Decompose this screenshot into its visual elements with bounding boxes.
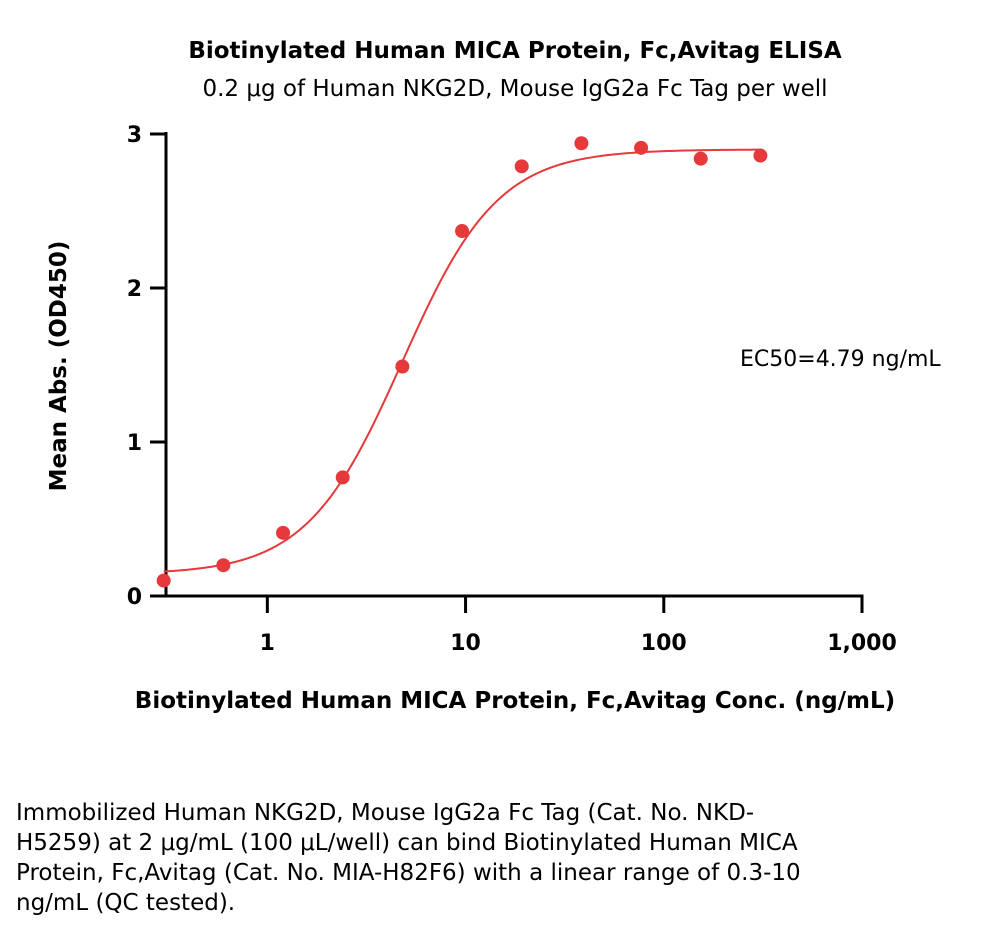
y-tick-label: 2 (127, 277, 142, 302)
chart-title: Biotinylated Human MICA Protein, Fc,Avit… (188, 38, 842, 64)
data-point (693, 151, 708, 166)
data-point (276, 525, 291, 540)
data-point (156, 573, 171, 588)
chart-subtitle: 0.2 μg of Human NKG2D, Mouse IgG2a Fc Ta… (202, 76, 828, 102)
data-point (455, 224, 470, 239)
ticks (150, 132, 864, 613)
data-point (574, 136, 589, 151)
data-point (753, 148, 768, 163)
data-point (395, 359, 410, 374)
y-tick-label: 1 (127, 431, 142, 456)
x-axis-title: Biotinylated Human MICA Protein, Fc,Avit… (135, 688, 895, 714)
tick-labels: 0 1 2 3 1 10 100 1,000 (127, 123, 897, 656)
figure-caption: Immobilized Human NKG2D, Mouse IgG2a Fc … (16, 800, 801, 916)
axes (164, 132, 864, 598)
x-tick-label: 100 (641, 631, 687, 656)
x-tick-label: 1 (260, 631, 275, 656)
y-tick-label: 3 (127, 123, 142, 148)
fit-curve (163, 148, 761, 573)
x-tick-label: 1,000 (827, 631, 897, 656)
data-points (156, 136, 768, 588)
y-tick-label: 0 (127, 585, 142, 610)
ec50-annotation: EC50=4.79 ng/mL (740, 347, 941, 372)
data-point (216, 558, 231, 573)
data-point (335, 470, 350, 485)
data-point (634, 140, 649, 155)
x-tick-label: 10 (450, 631, 481, 656)
y-axis-title: Mean Abs. (OD450) (46, 241, 72, 492)
data-point (514, 159, 529, 174)
elisa-chart: 0 1 2 3 1 10 100 1,000 Mean Abs. (OD450) Biotin… (46, 123, 941, 714)
